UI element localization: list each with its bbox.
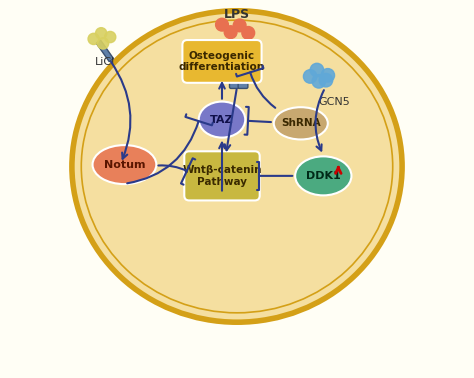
Circle shape (105, 31, 116, 43)
Text: Notum: Notum (104, 160, 145, 170)
Ellipse shape (295, 156, 351, 195)
Ellipse shape (274, 107, 328, 139)
Text: LiCl: LiCl (95, 57, 115, 67)
Text: Osteogenic
differentiation: Osteogenic differentiation (179, 51, 265, 72)
Circle shape (216, 18, 228, 31)
FancyBboxPatch shape (238, 47, 248, 88)
Circle shape (310, 63, 324, 77)
Circle shape (242, 26, 255, 39)
Circle shape (312, 74, 326, 88)
Circle shape (233, 19, 246, 32)
Circle shape (321, 68, 335, 82)
Circle shape (319, 73, 333, 87)
Polygon shape (96, 40, 114, 62)
FancyBboxPatch shape (184, 151, 260, 200)
FancyBboxPatch shape (182, 40, 262, 83)
Circle shape (96, 28, 107, 39)
Text: TAZ: TAZ (210, 115, 234, 125)
FancyBboxPatch shape (229, 47, 239, 88)
Text: DDK1: DDK1 (306, 171, 341, 181)
Text: Wntβ-catenin
Pathway: Wntβ-catenin Pathway (182, 165, 262, 187)
Circle shape (98, 38, 109, 49)
Circle shape (303, 70, 317, 83)
Circle shape (88, 33, 99, 45)
Text: ShRNA: ShRNA (281, 118, 320, 129)
Text: GCN5: GCN5 (318, 96, 350, 107)
Ellipse shape (199, 102, 245, 138)
Ellipse shape (92, 145, 156, 184)
Circle shape (224, 26, 237, 39)
Text: LPS: LPS (224, 8, 250, 21)
Ellipse shape (72, 11, 402, 322)
